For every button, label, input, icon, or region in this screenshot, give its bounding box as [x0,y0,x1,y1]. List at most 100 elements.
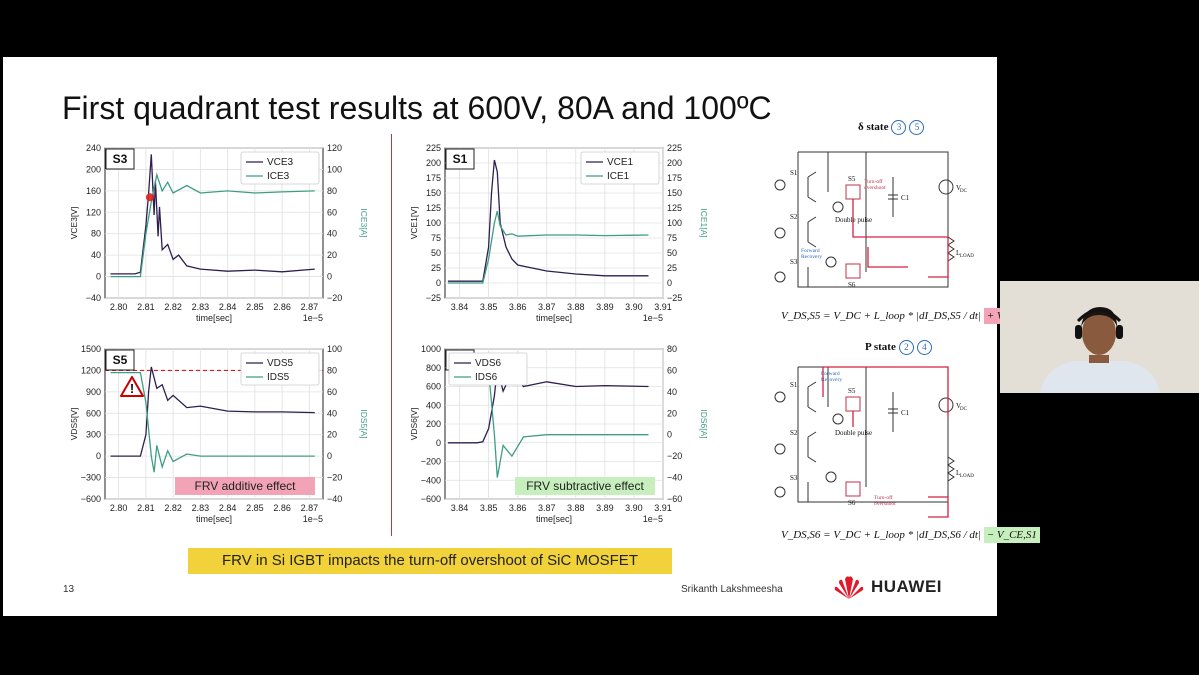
s6-ytick: 1000 [421,344,441,354]
s1-x-exponent: 1e−5 [643,313,663,323]
s1-legend-label-1: VCE1 [607,157,634,168]
s3-xtick: 2.84 [219,302,237,312]
s6-ytick: 0 [436,438,441,448]
svg-text:S2: S2 [790,213,798,221]
s6-y2tick: 0 [667,430,672,440]
p-state-title: P state 2 4 [865,340,932,355]
s3-y2tick: −20 [327,293,342,303]
s6-xtick: 3.87 [538,503,556,513]
s6-ytick: 800 [426,363,441,373]
s3-y2tick: 100 [327,164,342,174]
s1-y2tick: 200 [667,158,682,168]
s1-xtick: 3.84 [451,302,469,312]
s1-y2label: ICE1[A] [699,208,709,237]
svg-text:S3: S3 [790,474,798,482]
s6-ytick: −200 [421,457,441,467]
s3-ytick: 240 [86,143,101,153]
s3-y2tick: 60 [327,207,337,217]
s3-y2tick: 20 [327,250,337,260]
s3-ytick: 160 [86,186,101,196]
s3-xtick: 2.86 [273,302,291,312]
s1-y2tick: 225 [667,143,682,153]
svg-text:LOAD: LOAD [960,474,974,479]
s5-ylabel: VDS5[V] [69,408,79,441]
s5-xtick: 2.85 [246,503,264,513]
s6-x-exponent: 1e−5 [643,514,663,524]
s5-xtick: 2.86 [273,503,291,513]
s3-cursor-marker [145,193,154,202]
svg-text:C1: C1 [901,409,910,417]
slide-title: First quadrant test results at 600V, 80A… [62,90,772,126]
s1-xlabel: time[sec] [536,313,572,323]
s6-y2label: IDS6[A] [699,409,709,438]
s3-xtick: 2.81 [137,302,155,312]
s6-y2tick: −60 [667,494,682,504]
conclusion-banner: FRV in Si IGBT impacts the turn-off over… [188,548,672,574]
s1-ytick: 150 [426,188,441,198]
svg-text:Turn-off: Turn-off [874,494,893,501]
s5-ytick: 1500 [81,344,101,354]
s3-xtick: 2.87 [301,302,319,312]
s1-ytick: 100 [426,218,441,228]
s3-ytick: 120 [86,207,101,217]
s5-badge-bg [175,477,315,495]
s3-ytick: 200 [86,164,101,174]
s5-xtick: 2.84 [219,503,237,513]
s3-series-VCE3 [110,154,315,275]
s3-xtick: 2.83 [192,302,210,312]
svg-text:S5: S5 [848,387,856,395]
s3-xtick: 2.82 [164,302,182,312]
svg-text:S1: S1 [790,381,798,389]
presenter-avatar [1000,281,1199,393]
s6-xtick: 3.91 [654,503,672,513]
s1-xtick: 3.88 [567,302,585,312]
s1-y2tick: 0 [667,278,672,288]
svg-text:Double pulse: Double pulse [835,429,872,437]
s1-series-ICE1 [447,210,649,284]
svg-text:overshoot: overshoot [874,501,896,507]
svg-text:Forward: Forward [801,248,820,254]
s6-y2tick: −20 [667,451,682,461]
svg-text:DC: DC [960,189,968,194]
s3-y2tick: 0 [327,272,332,282]
s1-legend-label-2: ICE1 [607,171,630,182]
svg-text:C1: C1 [901,194,910,202]
circuit-delta-state: S1 S2 S3 S5 S6 C1 VDC L LOAD Double pulse Tur… [774,151,974,289]
svg-text:Recovery: Recovery [821,377,842,383]
s6-ytick: −600 [421,494,441,504]
svg-text:S6: S6 [848,499,856,507]
s6-ytick: 600 [426,382,441,392]
s6-legend-label-1: VDS6 [475,358,502,369]
s1-xtick: 3.90 [625,302,643,312]
s6-y2tick: 40 [667,387,677,397]
s1-ytick: 125 [426,203,441,213]
svg-text:L: L [956,469,960,477]
s1-y2tick: 175 [667,173,682,183]
s6-badge-bg [515,477,655,495]
plot-s6: −600 −400 −200 0 200 400 600 800 1000 −60 −40 −20 0 2… [403,343,709,535]
s5-y2tick: −40 [327,494,342,504]
s5-series-VDS5 [110,366,315,457]
s3-xtick: 2.80 [110,302,128,312]
s5-legend-label-1: VDS5 [267,358,294,369]
s1-y2tick: −25 [667,293,682,303]
s5-ytick: 600 [86,408,101,418]
s5-y2tick: 80 [327,365,337,375]
s6-ylabel: VDS6[V] [409,408,419,441]
s1-xtick: 3.87 [538,302,556,312]
equation-s6: V_DS,S6 = V_DC + L_loop * |dI_DS,S6 / dt… [781,527,1040,543]
s3-y2tick: 120 [327,143,342,153]
s3-ytick: −40 [86,293,101,303]
s5-label-box [105,349,135,371]
s5-xtick: 2.80 [110,503,128,513]
s5-ytick: 300 [86,430,101,440]
s3-x-exponent: 1e−5 [303,313,323,323]
s5-legend-label-2: IDS5 [267,372,290,383]
section-divider [391,134,392,536]
s3-y2tick: 80 [327,186,337,196]
svg-text:L: L [956,249,960,257]
huawei-logo: HUAWEI [833,575,942,599]
s1-xtick: 3.91 [654,302,672,312]
s5-ytick: −600 [81,494,101,504]
svg-text:S3: S3 [790,258,798,266]
